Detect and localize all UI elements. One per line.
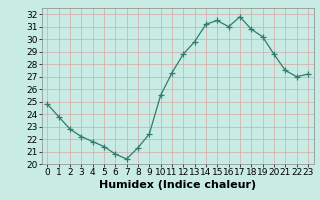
X-axis label: Humidex (Indice chaleur): Humidex (Indice chaleur)	[99, 180, 256, 190]
